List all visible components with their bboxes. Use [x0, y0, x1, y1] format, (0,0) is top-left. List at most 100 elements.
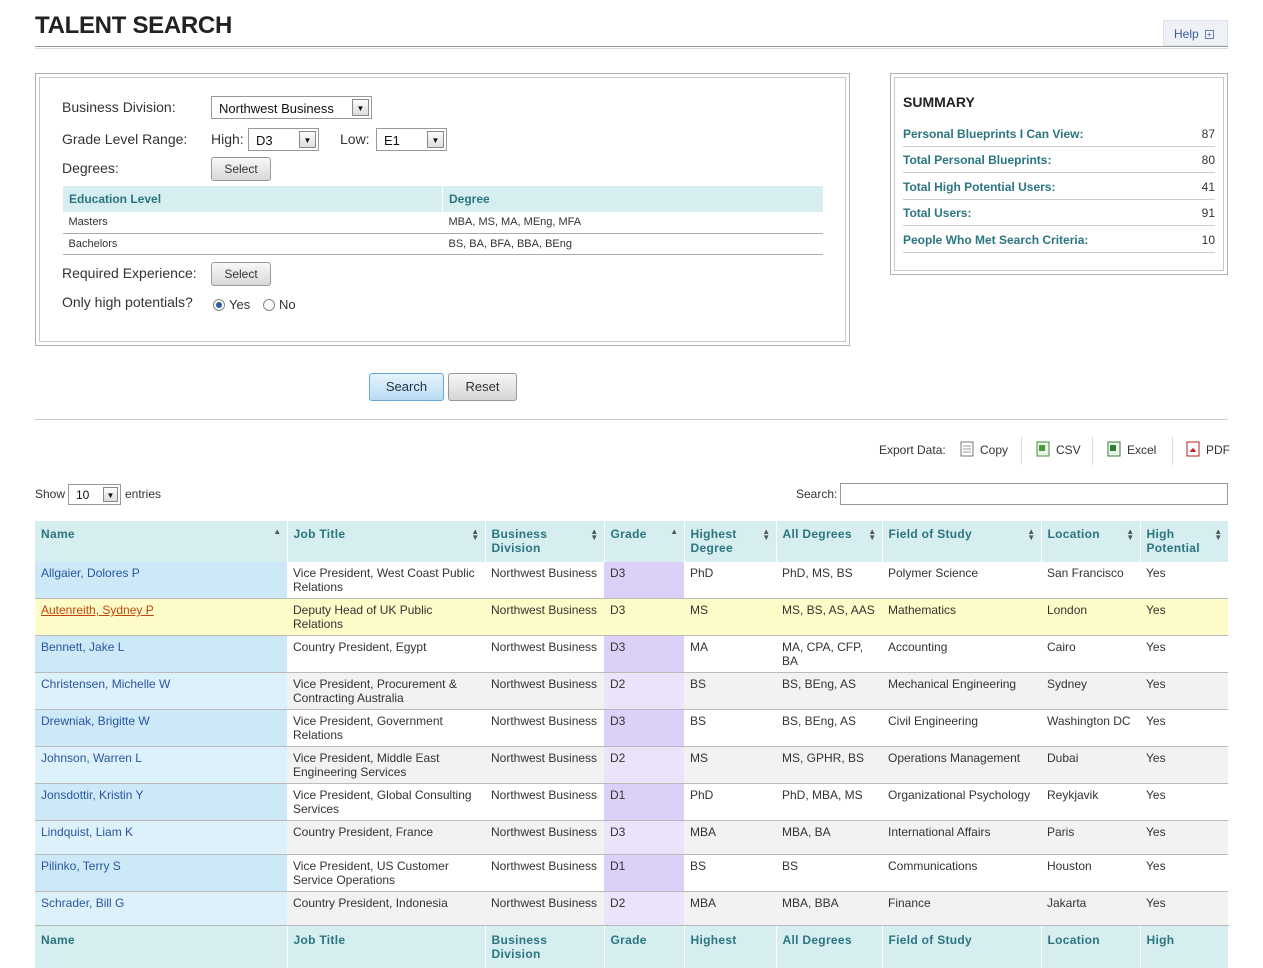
high-potential-cell: Yes — [1140, 636, 1228, 673]
name-cell[interactable]: Pilinko, Terry S — [35, 855, 287, 892]
name-cell[interactable]: Allgaier, Dolores P — [35, 562, 287, 599]
all-degrees-cell: MS, GPHR, BS — [776, 747, 882, 784]
experience-select-button[interactable]: Select — [211, 262, 271, 286]
column-header-highest-degree[interactable]: Highest Degree▲▼ — [684, 521, 776, 562]
low-label: Low: — [340, 131, 370, 147]
summary-row: People Who Met Search Criteria:10 — [903, 227, 1215, 253]
all-degrees-cell: MBA, BA — [776, 821, 882, 855]
business-division-select[interactable]: Northwest Business ▼ — [211, 96, 372, 119]
grade-cell: D3 — [604, 599, 684, 636]
column-header-location[interactable]: Location▲▼ — [1041, 521, 1140, 562]
employee-link[interactable]: Schrader, Bill G — [41, 896, 124, 910]
footer-header-high-potential[interactable]: High — [1140, 926, 1228, 968]
grade-cell: D3 — [604, 821, 684, 855]
entries-select[interactable]: 10▼ — [68, 484, 121, 505]
degree-header[interactable]: Degree — [443, 186, 824, 212]
employee-link[interactable]: Jonsdottir, Kristin Y — [41, 788, 144, 802]
table-search-input[interactable] — [840, 483, 1228, 505]
sort-icon: ▲▼ — [590, 529, 598, 541]
yes-radio[interactable] — [213, 299, 225, 311]
footer-header-all-degrees[interactable]: All Degrees — [776, 926, 882, 968]
highest-degree-cell: BS — [684, 673, 776, 710]
table-row[interactable]: Schrader, Bill G Country President, Indon… — [35, 892, 1228, 926]
business-division-cell: Northwest Business — [485, 855, 604, 892]
column-header-job-title[interactable]: Job Title▲▼ — [287, 521, 485, 562]
column-header-high-potential[interactable]: High Potential▲▼ — [1140, 521, 1228, 562]
education-level-header[interactable]: Education Level — [63, 186, 443, 212]
export-excel-button[interactable]: Excel — [1107, 441, 1156, 463]
footer-header-grade[interactable]: Grade — [604, 926, 684, 968]
column-header-name[interactable]: Name▲ — [35, 521, 287, 562]
name-cell[interactable]: Bennett, Jake L — [35, 636, 287, 673]
employee-link[interactable]: Allgaier, Dolores P — [41, 566, 140, 580]
no-radio[interactable] — [263, 299, 275, 311]
search-button[interactable]: Search — [369, 373, 444, 401]
all-degrees-cell: MS, BS, AS, AAS — [776, 599, 882, 636]
reset-button[interactable]: Reset — [448, 373, 517, 401]
column-header-all-degrees[interactable]: All Degrees▲▼ — [776, 521, 882, 562]
footer-header-highest-degree[interactable]: Highest — [684, 926, 776, 968]
export-pdf-button[interactable]: PDF — [1186, 441, 1230, 463]
grade-cell: D2 — [604, 673, 684, 710]
employee-link[interactable]: Christensen, Michelle W — [41, 677, 170, 691]
footer-header-field-of-study[interactable]: Field of Study — [882, 926, 1041, 968]
sort-asc-icon: ▲ — [670, 529, 678, 535]
column-header-field-of-study[interactable]: Field of Study▲▼ — [882, 521, 1041, 562]
job-title-cell: Vice President, Middle East Engineering … — [287, 747, 485, 784]
footer-header-business-division[interactable]: Business Division — [485, 926, 604, 968]
business-division-value: Northwest Business — [219, 101, 334, 116]
yes-label: Yes — [229, 297, 250, 312]
name-cell[interactable]: Lindquist, Liam K — [35, 821, 287, 855]
high-potential-cell: Yes — [1140, 747, 1228, 784]
business-division-cell: Northwest Business — [485, 562, 604, 599]
employee-link[interactable]: Pilinko, Terry S — [41, 859, 121, 873]
footer-header-name[interactable]: Name — [35, 926, 287, 968]
name-cell[interactable]: Christensen, Michelle W — [35, 673, 287, 710]
summary-row: Total Personal Blueprints:80 — [903, 147, 1215, 173]
field-of-study-cell: Mathematics — [882, 599, 1041, 636]
export-copy-button[interactable]: Copy — [960, 441, 1008, 463]
footer-header-location[interactable]: Location — [1041, 926, 1140, 968]
employee-link[interactable]: Autenreith, Sydney P — [41, 603, 154, 617]
location-cell: Washington DC — [1041, 710, 1140, 747]
footer-header-job-title[interactable]: Job Title — [287, 926, 485, 968]
name-cell[interactable]: Johnson, Warren L — [35, 747, 287, 784]
degrees-select-button[interactable]: Select — [211, 157, 271, 181]
name-cell[interactable]: Jonsdottir, Kristin Y — [35, 784, 287, 821]
export-label: Export Data: — [879, 443, 946, 457]
table-row[interactable]: Johnson, Warren L Vice President, Middle … — [35, 747, 1228, 784]
show-label: Show — [35, 487, 65, 501]
pdf-label: PDF — [1206, 443, 1230, 457]
employee-link[interactable]: Drewniak, Brigitte W — [41, 714, 150, 728]
employee-link[interactable]: Lindquist, Liam K — [41, 825, 133, 839]
summary-value: 80 — [1202, 153, 1215, 167]
column-header-business-division[interactable]: Business Division▲▼ — [485, 521, 604, 562]
export-csv-button[interactable]: CSV — [1036, 441, 1081, 463]
all-degrees-cell: BS, BEng, AS — [776, 673, 882, 710]
chevron-down-icon: ▼ — [352, 99, 369, 116]
title-divider — [35, 46, 1228, 49]
grade-low-select[interactable]: E1▼ — [376, 128, 447, 151]
only-high-potentials-label: Only high potentials? — [62, 294, 193, 310]
grade-high-select[interactable]: D3▼ — [248, 128, 319, 151]
employee-link[interactable]: Bennett, Jake L — [41, 640, 124, 654]
job-title-cell: Country President, Indonesia — [287, 892, 485, 926]
help-button[interactable]: Help+ — [1163, 20, 1228, 46]
grade-high-value: D3 — [256, 133, 273, 148]
copy-label: Copy — [980, 443, 1008, 457]
column-header-label: All Degrees — [783, 527, 852, 541]
name-cell[interactable]: Drewniak, Brigitte W — [35, 710, 287, 747]
name-cell[interactable]: Autenreith, Sydney P — [35, 599, 287, 636]
name-cell[interactable]: Schrader, Bill G — [35, 892, 287, 926]
employee-link[interactable]: Johnson, Warren L — [41, 751, 142, 765]
excel-label: Excel — [1127, 443, 1156, 457]
column-header-grade[interactable]: Grade▲ — [604, 521, 684, 562]
